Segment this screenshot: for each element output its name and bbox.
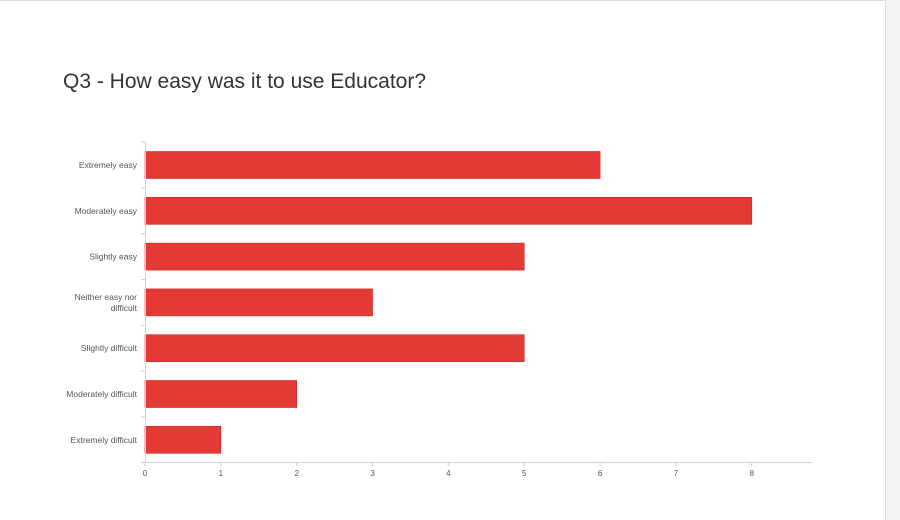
axes-group	[141, 141, 813, 466]
bars-group	[144, 151, 753, 454]
x-tick-label-8: 8	[750, 469, 755, 478]
x-tick-label-5: 5	[522, 469, 527, 478]
bar-1	[144, 197, 753, 225]
frame-top-border	[0, 0, 900, 1]
bar-2	[144, 242, 525, 271]
category-label-0: Extremely easy	[79, 160, 138, 170]
category-label-5: Moderately difficult	[66, 389, 137, 399]
category-label-2: Slightly easy	[89, 252, 137, 262]
x-tick-label-4: 4	[446, 469, 451, 478]
bar-5	[144, 380, 297, 408]
x-tick-label-2: 2	[294, 469, 299, 478]
bar-3	[144, 288, 373, 317]
x-tick-label-7: 7	[674, 469, 679, 478]
chart-title: Q3 - How easy was it to use Educator?	[63, 70, 426, 93]
bar-4	[144, 334, 525, 363]
x-tick-label-0: 0	[143, 469, 148, 478]
bar-0	[144, 151, 601, 179]
x-tick-label-6: 6	[598, 469, 603, 478]
tick-labels-group: 0 1 2 3 4 5 6 7 8	[143, 469, 755, 478]
category-label-4: Slightly difficult	[81, 343, 138, 353]
bar-6	[144, 425, 222, 454]
category-labels-group: Extremely easy Moderately easy Slightly ea…	[66, 160, 137, 445]
category-label-3: Neither easy nor difficult	[75, 292, 138, 313]
frame-right-scrollbar	[885, 0, 900, 520]
x-tick-label-1: 1	[219, 469, 224, 478]
x-tick-label-3: 3	[370, 469, 375, 478]
category-label-1: Moderately easy	[75, 206, 138, 216]
category-label-6: Extremely difficult	[71, 435, 138, 445]
